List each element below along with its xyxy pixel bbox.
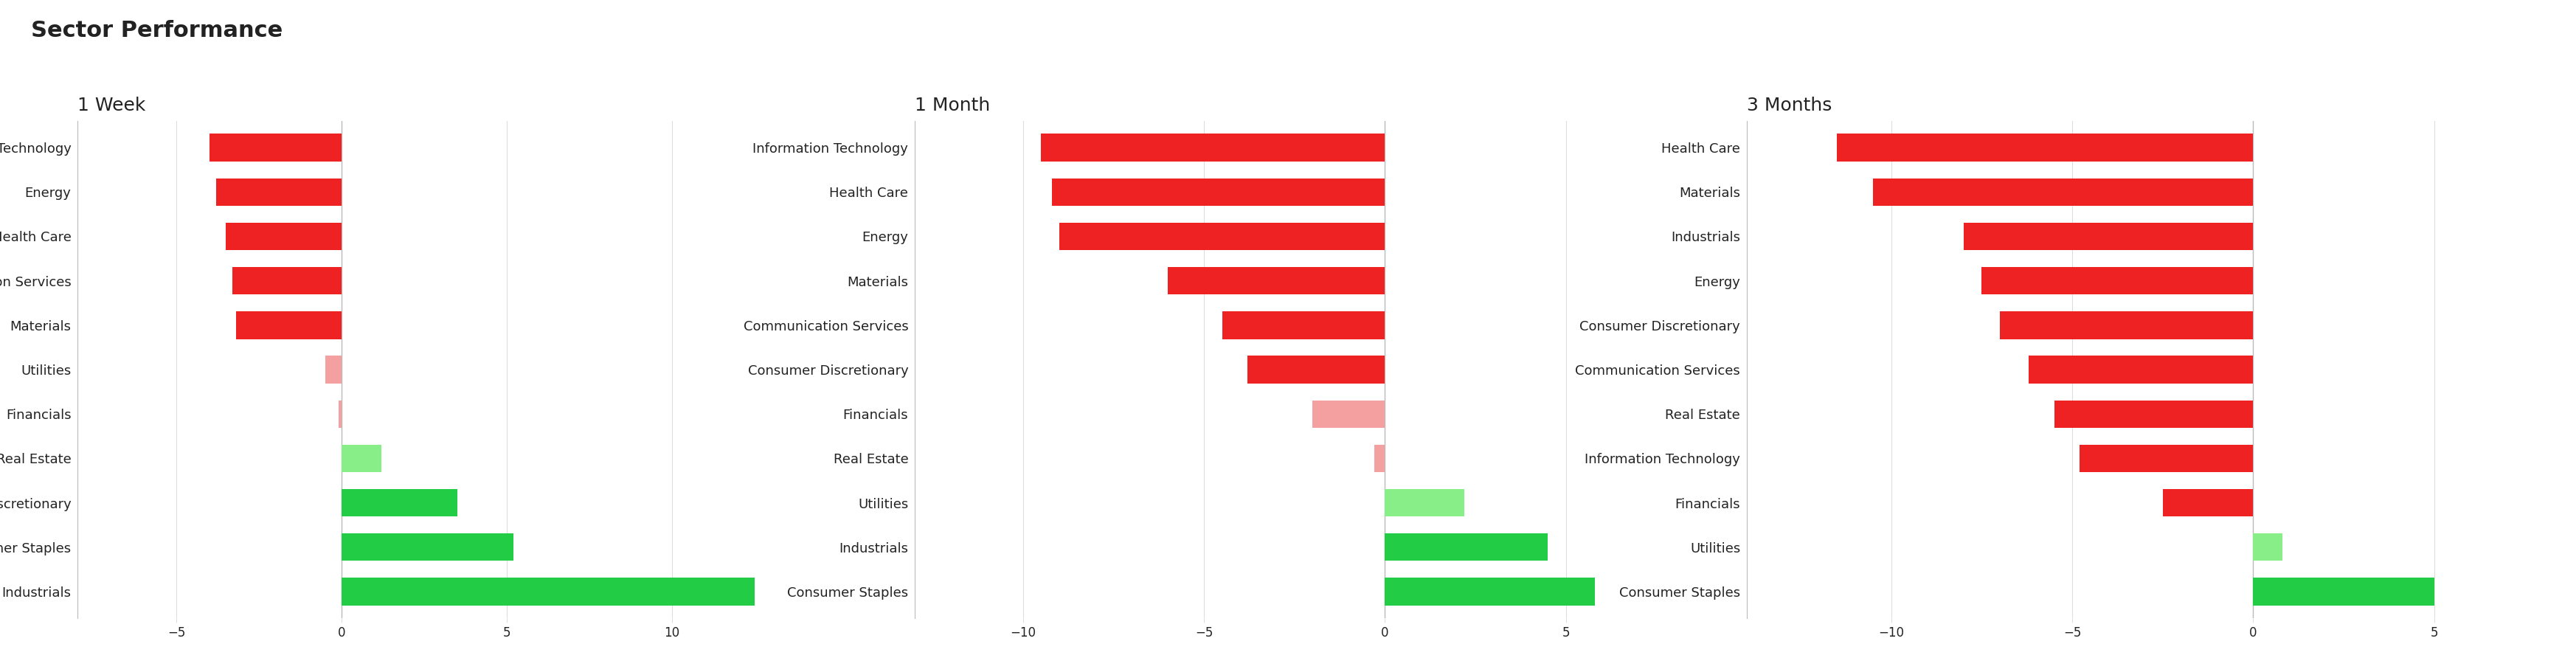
Bar	[1314, 401, 1386, 428]
Bar	[237, 311, 343, 339]
Bar	[343, 578, 755, 605]
Bar	[337, 401, 343, 428]
Bar	[325, 356, 343, 383]
Bar	[2053, 401, 2254, 428]
Bar	[1999, 311, 2254, 339]
Bar	[2030, 356, 2254, 383]
Bar	[1041, 134, 1386, 161]
Bar	[1981, 267, 2254, 294]
Bar	[209, 134, 343, 161]
Bar	[343, 534, 513, 561]
Bar	[1059, 222, 1386, 250]
Bar	[1221, 311, 1386, 339]
Bar	[2254, 578, 2434, 605]
Text: Sector Performance: Sector Performance	[31, 20, 283, 42]
Bar	[343, 445, 381, 472]
Bar	[1386, 578, 1595, 605]
Bar	[1167, 267, 1386, 294]
Bar	[232, 267, 343, 294]
Bar	[1373, 445, 1386, 472]
Text: 3 Months: 3 Months	[1747, 97, 1832, 114]
Bar	[1963, 222, 2254, 250]
Bar	[2254, 534, 2282, 561]
Bar	[1247, 356, 1386, 383]
Bar	[343, 489, 459, 517]
Text: 1 Week: 1 Week	[77, 97, 144, 114]
Bar	[2079, 445, 2254, 472]
Bar	[1051, 178, 1386, 206]
Bar	[1386, 534, 1548, 561]
Bar	[216, 178, 343, 206]
Text: 1 Month: 1 Month	[914, 97, 989, 114]
Bar	[227, 222, 343, 250]
Bar	[1873, 178, 2254, 206]
Bar	[2164, 489, 2254, 517]
Bar	[1386, 489, 1466, 517]
Bar	[1837, 134, 2254, 161]
